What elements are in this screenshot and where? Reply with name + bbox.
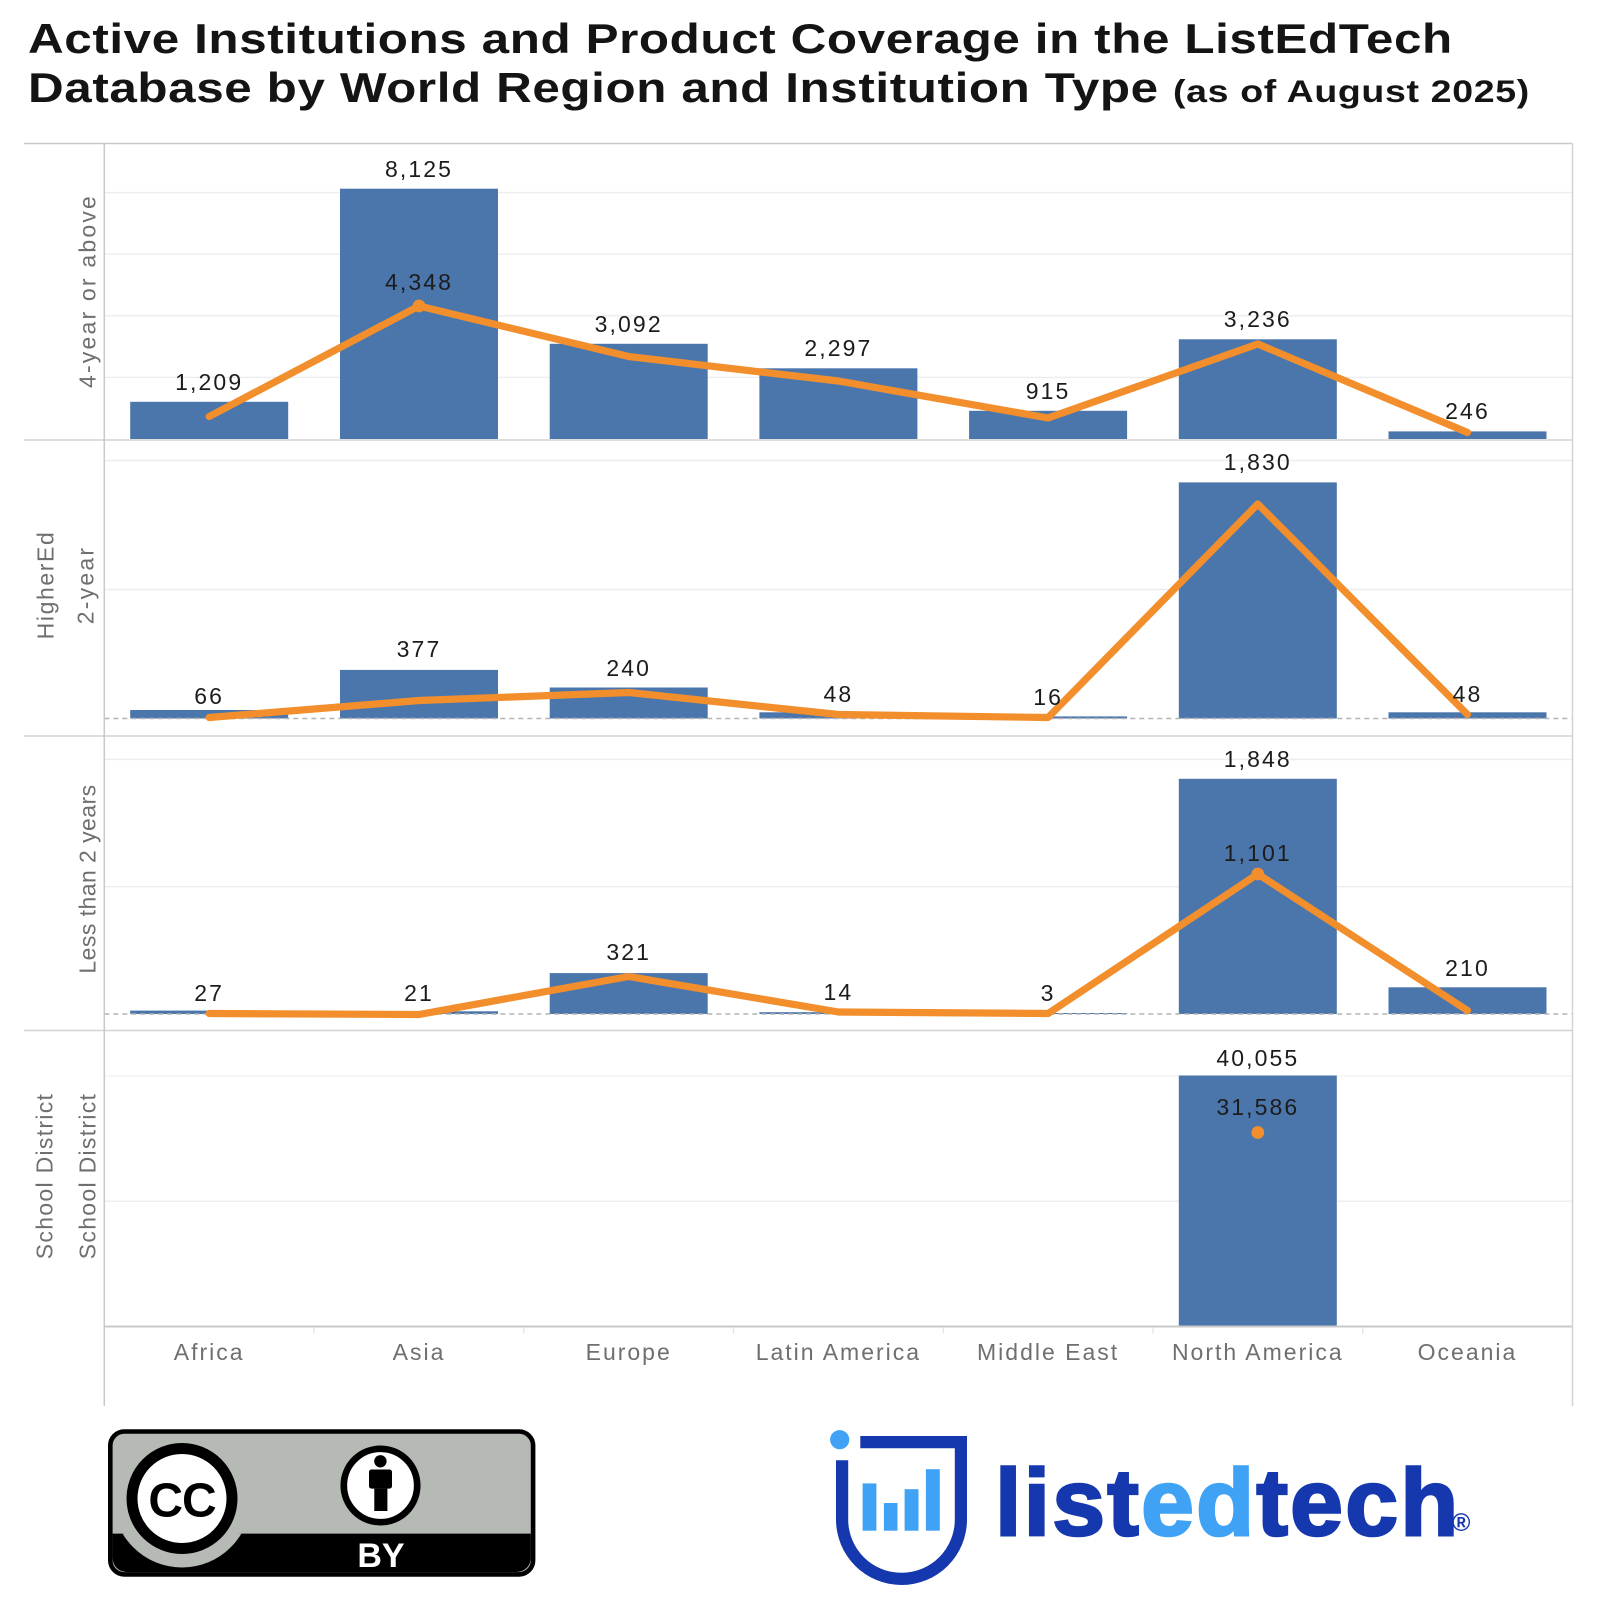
- svg-text:CC: CC: [148, 1475, 216, 1528]
- svg-text:BY: BY: [357, 1537, 405, 1575]
